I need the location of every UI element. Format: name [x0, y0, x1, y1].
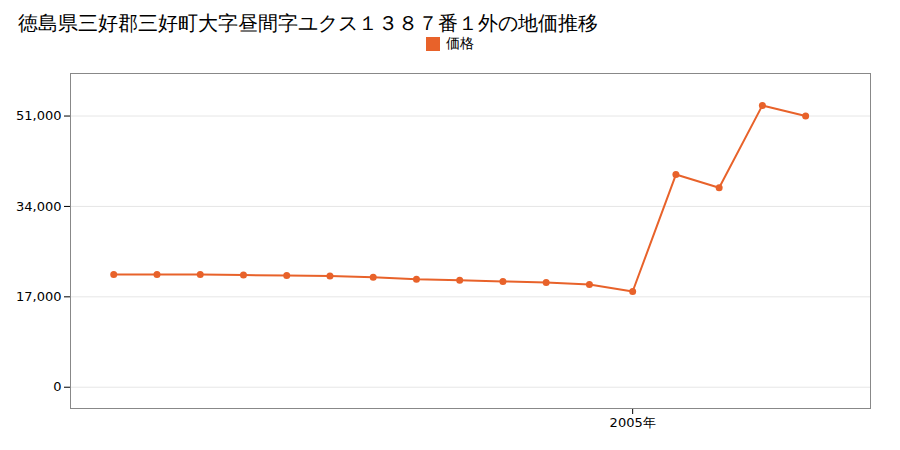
svg-text:2005年: 2005年 [610, 415, 656, 430]
svg-text:0: 0 [53, 379, 61, 394]
svg-text:34,000: 34,000 [16, 199, 62, 214]
svg-text:17,000: 17,000 [16, 289, 62, 304]
svg-text:51,000: 51,000 [16, 108, 62, 123]
html-text:徳島県三好郡三好町大字昼間字ユクス１３８７番１外の地価推移: 徳島県三好郡三好町大字昼間字ユクス１３８７番１外の地価推移 [18, 11, 598, 35]
html-text:価格: 価格 [446, 35, 474, 51]
